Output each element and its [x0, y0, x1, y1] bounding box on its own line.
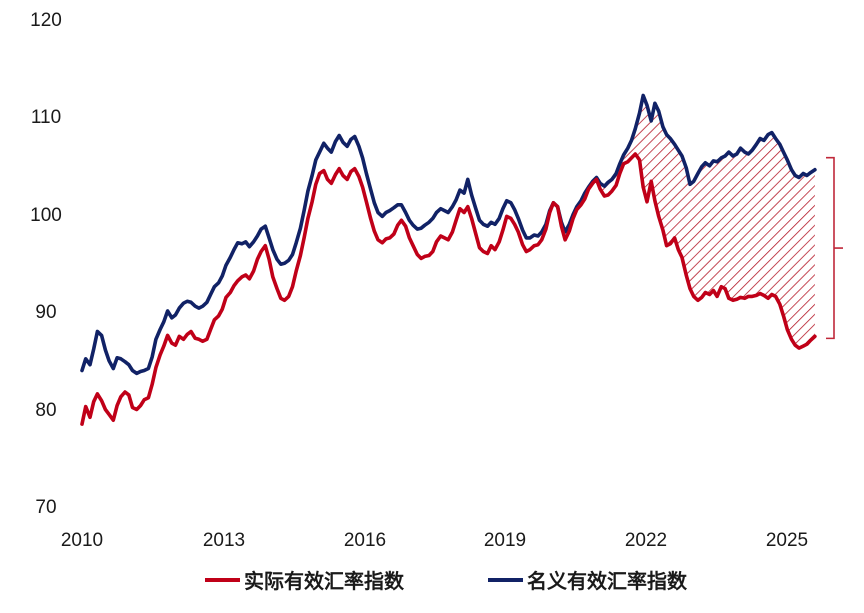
legend-label-nominal: 名义有效汇率指数 [527, 569, 688, 593]
gap-hatch-area [596, 95, 815, 349]
gap-bracket-line [826, 156, 843, 340]
y-tick-label: 90 [35, 302, 56, 323]
y-tick-label: 70 [35, 497, 56, 518]
x-tick-label: 2022 [625, 530, 667, 551]
series-lines [80, 93, 817, 426]
series-line-nominal [80, 93, 817, 376]
x-tick-label: 2013 [203, 530, 245, 551]
x-axis: 2010 2013 2016 2019 2022 2025 [61, 530, 808, 551]
series-line-real [80, 152, 817, 426]
y-axis: 70 80 90 100 110 120 [30, 10, 62, 518]
gap-bracket [826, 156, 843, 340]
y-tick-label: 100 [30, 205, 62, 226]
legend-label-real: 实际有效汇率指数 [244, 569, 405, 593]
gap-area [596, 95, 815, 349]
x-tick-label: 2019 [484, 530, 526, 551]
x-tick-label: 2010 [61, 530, 103, 551]
legend: 实际有效汇率指数 名义有效汇率指数 [205, 569, 688, 593]
plot-area [80, 93, 843, 426]
y-tick-label: 80 [35, 400, 56, 421]
x-tick-label: 2016 [344, 530, 386, 551]
y-tick-label: 120 [30, 10, 62, 31]
x-tick-label: 2025 [766, 530, 808, 551]
y-tick-label: 110 [31, 107, 61, 128]
